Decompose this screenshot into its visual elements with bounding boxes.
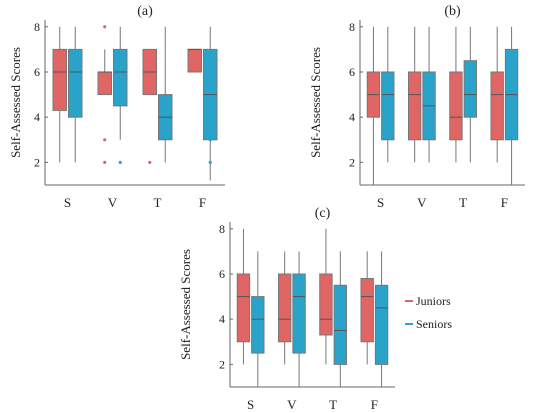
x-tick-label: V bbox=[108, 195, 118, 210]
box-juniors-V bbox=[278, 273, 292, 343]
box-juniors-T bbox=[449, 71, 463, 141]
outlier-point bbox=[103, 160, 107, 164]
y-tick-label: 4 bbox=[349, 110, 355, 124]
x-tick-label: V bbox=[417, 195, 427, 210]
outlier-point bbox=[103, 25, 107, 29]
legend-label-juniors: Juniors bbox=[416, 293, 451, 308]
box-juniors-S bbox=[236, 273, 251, 343]
x-tick-label: T bbox=[459, 195, 467, 210]
outlier-point bbox=[148, 160, 152, 164]
y-tick-label: 8 bbox=[349, 20, 355, 34]
y-tick-label: 2 bbox=[219, 357, 225, 371]
box-juniors-F bbox=[360, 278, 374, 343]
panel-b: 2 4 6 8 Self-Assessed Scores (b) S V T F bbox=[308, 4, 525, 210]
legend-item-juniors: Juniors bbox=[405, 293, 452, 309]
legend-item-seniors: Seniors bbox=[405, 316, 452, 332]
outlier-point bbox=[118, 160, 122, 164]
y-axis-label: Self-Assessed Scores bbox=[8, 47, 23, 158]
legend-label-seniors: Seniors bbox=[416, 316, 452, 331]
x-tick-label: S bbox=[64, 195, 71, 210]
x-tick-label: F bbox=[501, 195, 508, 210]
outlier-point bbox=[208, 138, 212, 142]
box-seniors-S bbox=[251, 296, 265, 354]
box-seniors-V bbox=[292, 273, 306, 354]
box-juniors-T bbox=[319, 273, 333, 336]
box-seniors-F bbox=[374, 284, 389, 365]
x-tick-label: F bbox=[199, 195, 206, 210]
legend: Juniors Seniors bbox=[405, 293, 452, 339]
box-juniors-F bbox=[490, 71, 504, 141]
panel-label: (c) bbox=[315, 206, 331, 221]
box-juniors-V bbox=[97, 71, 112, 96]
panel-label: (b) bbox=[444, 4, 461, 19]
y-tick-label: 4 bbox=[219, 312, 225, 326]
y-tick-label: 8 bbox=[34, 20, 40, 34]
x-tick-label: T bbox=[154, 195, 162, 210]
y-tick-label: 6 bbox=[219, 267, 225, 281]
panel-a: 2 4 6 8 Self-Assessed Scores (a) S V T F bbox=[8, 4, 225, 210]
x-tick-label: S bbox=[377, 195, 384, 210]
y-tick-label: 2 bbox=[349, 155, 355, 169]
box-juniors-S bbox=[52, 48, 67, 111]
y-axis-label: Self-Assessed Scores bbox=[178, 249, 193, 360]
y-tick-label: 6 bbox=[349, 65, 355, 79]
outlier-point bbox=[208, 160, 212, 164]
x-tick-label: V bbox=[287, 397, 297, 412]
box-seniors-T bbox=[463, 60, 477, 118]
x-tick-label: S bbox=[247, 397, 254, 412]
box-seniors-S bbox=[381, 71, 395, 141]
box-seniors-T bbox=[333, 284, 347, 365]
legend-swatch-seniors bbox=[405, 323, 413, 325]
box-seniors-S bbox=[68, 48, 83, 118]
legend-swatch-juniors bbox=[405, 300, 413, 302]
outlier-point bbox=[103, 138, 107, 142]
y-axis-label: Self-Assessed Scores bbox=[308, 47, 323, 158]
x-tick-label: F bbox=[371, 397, 378, 412]
panel-c: 2 4 6 8 Self-Assessed Scores (c) S V T F bbox=[178, 206, 395, 412]
box-seniors-V bbox=[113, 48, 128, 107]
y-tick-label: 8 bbox=[219, 222, 225, 236]
y-tick-label: 6 bbox=[34, 65, 40, 79]
box-juniors-F bbox=[187, 48, 202, 73]
x-tick-label: T bbox=[329, 397, 337, 412]
box-juniors-V bbox=[408, 71, 422, 141]
panel-label: (a) bbox=[137, 4, 153, 19]
outlier-point bbox=[208, 115, 212, 119]
y-tick-label: 4 bbox=[34, 110, 40, 124]
y-tick-label: 2 bbox=[34, 155, 40, 169]
